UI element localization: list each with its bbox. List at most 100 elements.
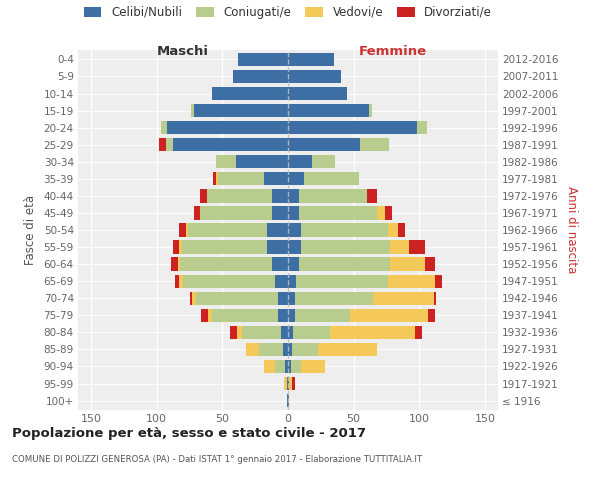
Bar [318, 343, 377, 356]
Bar [288, 206, 299, 220]
Bar [292, 377, 295, 390]
Bar [367, 189, 377, 202]
Bar [299, 189, 367, 202]
Bar [296, 274, 388, 288]
Bar [238, 52, 288, 66]
Bar [171, 258, 178, 271]
Bar [388, 224, 398, 236]
Bar [435, 274, 442, 288]
Bar [192, 292, 196, 305]
Bar [434, 292, 436, 305]
Bar [166, 138, 173, 151]
Bar [301, 224, 388, 236]
Bar [179, 240, 182, 254]
Bar [287, 394, 288, 407]
Bar [288, 326, 293, 339]
Bar [272, 258, 288, 271]
Bar [288, 155, 311, 168]
Bar [288, 52, 334, 66]
Bar [190, 292, 192, 305]
Bar [246, 343, 259, 356]
Bar [288, 138, 360, 151]
Bar [292, 343, 318, 356]
Bar [391, 240, 409, 254]
Bar [272, 206, 288, 220]
Bar [284, 377, 287, 390]
Bar [267, 224, 288, 236]
Text: Popolazione per età, sesso e stato civile - 2017: Popolazione per età, sesso e stato civil… [12, 428, 366, 440]
Bar [409, 240, 425, 254]
Bar [311, 155, 335, 168]
Bar [288, 274, 296, 288]
Bar [295, 308, 350, 322]
Bar [277, 308, 288, 322]
Bar [286, 360, 288, 373]
Bar [235, 155, 288, 168]
Bar [288, 121, 416, 134]
Y-axis label: Fasce di età: Fasce di età [23, 195, 37, 265]
Bar [272, 189, 288, 202]
Bar [416, 121, 427, 134]
Bar [293, 326, 330, 339]
Legend: Celibi/Nubili, Coniugati/e, Vedovi/e, Divorziati/e: Celibi/Nubili, Coniugati/e, Vedovi/e, Di… [84, 6, 492, 19]
Y-axis label: Anni di nascita: Anni di nascita [565, 186, 578, 274]
Bar [287, 377, 288, 390]
Bar [208, 308, 212, 322]
Bar [398, 224, 405, 236]
Bar [237, 326, 242, 339]
Bar [385, 206, 392, 220]
Bar [259, 343, 283, 356]
Bar [167, 121, 288, 134]
Bar [373, 292, 434, 305]
Bar [179, 224, 185, 236]
Bar [193, 104, 288, 117]
Text: Maschi: Maschi [157, 45, 209, 58]
Bar [301, 360, 325, 373]
Bar [160, 138, 166, 151]
Bar [288, 240, 301, 254]
Bar [242, 326, 281, 339]
Bar [288, 70, 341, 83]
Bar [288, 172, 304, 186]
Bar [288, 224, 301, 236]
Bar [179, 274, 183, 288]
Bar [193, 206, 200, 220]
Bar [330, 326, 415, 339]
Bar [288, 292, 295, 305]
Bar [212, 87, 288, 100]
Bar [301, 240, 391, 254]
Bar [391, 258, 425, 271]
Bar [196, 292, 277, 305]
Bar [288, 360, 290, 373]
Bar [288, 258, 299, 271]
Bar [299, 206, 377, 220]
Bar [288, 308, 295, 322]
Bar [216, 172, 218, 186]
Bar [283, 343, 288, 356]
Bar [175, 274, 179, 288]
Bar [202, 308, 208, 322]
Bar [288, 189, 299, 202]
Bar [218, 172, 265, 186]
Bar [188, 224, 267, 236]
Bar [288, 87, 347, 100]
Bar [161, 121, 167, 134]
Bar [415, 326, 422, 339]
Bar [388, 274, 435, 288]
Bar [304, 172, 359, 186]
Bar [265, 360, 275, 373]
Bar [288, 377, 289, 390]
Bar [275, 360, 286, 373]
Bar [213, 172, 216, 186]
Bar [277, 292, 288, 305]
Bar [360, 138, 389, 151]
Bar [350, 308, 428, 322]
Bar [206, 189, 272, 202]
Bar [425, 258, 435, 271]
Bar [290, 360, 301, 373]
Text: Femmine: Femmine [359, 45, 427, 58]
Bar [289, 377, 292, 390]
Bar [265, 172, 288, 186]
Bar [377, 206, 385, 220]
Bar [275, 274, 288, 288]
